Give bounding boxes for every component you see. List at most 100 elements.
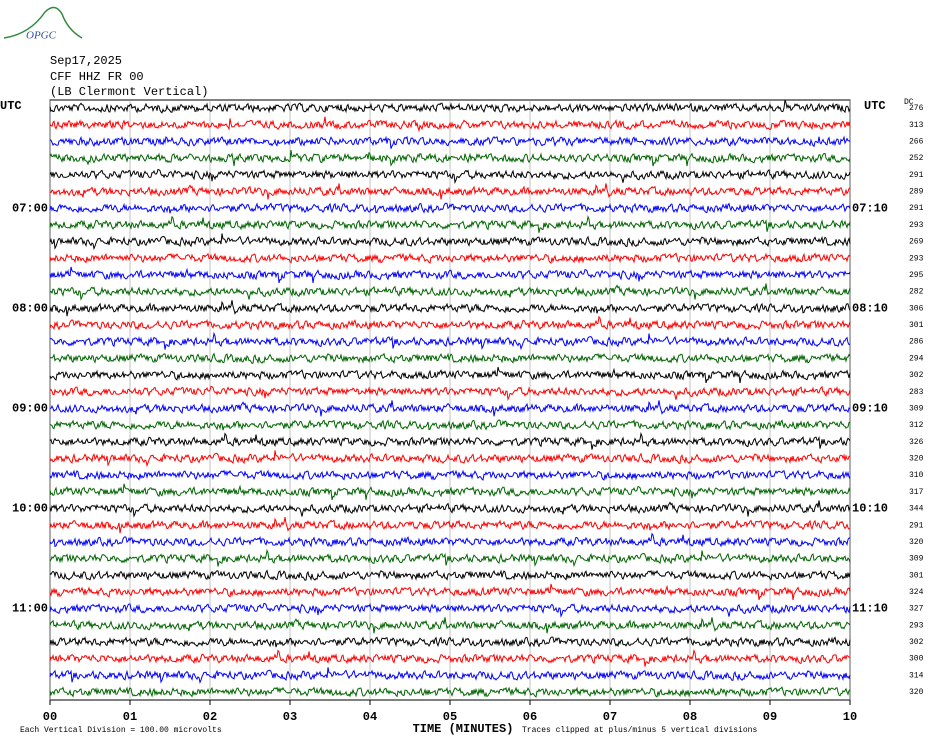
hour-label-left: 09:00 — [12, 402, 48, 416]
hour-label-left: 07:00 — [12, 201, 48, 215]
trace — [49, 569, 851, 581]
trace — [49, 583, 851, 601]
dc-value: 306 — [909, 304, 924, 313]
trace — [49, 315, 851, 331]
trace — [49, 419, 851, 431]
dc-value: 314 — [909, 671, 924, 680]
trace — [49, 636, 851, 648]
dc-value: 317 — [909, 488, 924, 497]
trace — [49, 99, 851, 114]
location: (LB Clermont Vertical) — [50, 85, 208, 99]
dc-value: 309 — [909, 555, 924, 564]
hour-label-left: 08:00 — [12, 301, 48, 315]
dc-value: 293 — [909, 254, 924, 263]
trace — [49, 183, 851, 200]
trace — [49, 266, 851, 284]
dc-value: 301 — [909, 571, 924, 580]
dc-value: 324 — [909, 588, 924, 597]
trace — [49, 686, 851, 698]
hour-label-right: 11:10 — [852, 602, 888, 616]
trace — [49, 168, 851, 185]
trace — [49, 548, 851, 568]
x-tick-label: 10 — [843, 710, 857, 724]
left-axis-title: UTC — [0, 99, 22, 113]
x-tick-label: 07 — [603, 710, 617, 724]
trace — [49, 352, 851, 365]
dc-value: 301 — [909, 321, 924, 330]
trace — [49, 366, 851, 384]
x-tick-label: 00 — [43, 710, 57, 724]
dc-value: 283 — [909, 388, 924, 397]
trace — [49, 602, 851, 618]
x-tick-label: 09 — [763, 710, 777, 724]
dc-value: 302 — [909, 371, 924, 380]
x-tick-label: 06 — [523, 710, 537, 724]
dc-value: 269 — [909, 238, 924, 247]
dc-value: 291 — [909, 171, 924, 180]
trace — [49, 483, 851, 500]
trace — [49, 617, 851, 634]
x-tick-label: 05 — [443, 710, 457, 724]
x-tick-label: 02 — [203, 710, 217, 724]
x-tick-label: 03 — [283, 710, 297, 724]
hour-label-right: 07:10 — [852, 201, 888, 215]
logo-swoosh — [3, 6, 83, 39]
dc-value: 320 — [909, 455, 924, 464]
date: Sep17,2025 — [50, 54, 122, 68]
clip-note: Traces clipped at plus/minus 5 vertical … — [522, 726, 757, 735]
x-tick-label: 04 — [363, 710, 377, 724]
dc-value: 326 — [909, 438, 924, 447]
trace — [49, 331, 851, 351]
trace — [49, 150, 851, 167]
trace — [49, 283, 851, 301]
dc-value: 282 — [909, 288, 924, 297]
trace — [49, 215, 851, 233]
trace — [49, 667, 851, 684]
trace — [49, 431, 851, 450]
trace — [49, 469, 851, 481]
dc-value: 286 — [909, 338, 924, 347]
trace — [49, 450, 851, 468]
hour-label-right: 09:10 — [852, 402, 888, 416]
x-axis-label: TIME (MINUTES) — [413, 722, 514, 736]
dc-value: 300 — [909, 655, 924, 664]
trace — [49, 135, 851, 149]
dc-value: 312 — [909, 421, 924, 430]
dc-value: 313 — [909, 121, 924, 130]
hour-label-left: 10:00 — [12, 502, 48, 516]
dc-value: 252 — [909, 154, 924, 163]
logo: OPGC — [26, 30, 57, 42]
trace — [49, 233, 851, 251]
dc-value: 293 — [909, 621, 924, 630]
dc-value: 310 — [909, 471, 924, 480]
dc-value: 291 — [909, 204, 924, 213]
trace — [49, 116, 851, 133]
dc-value: 266 — [909, 137, 924, 146]
dc-value: 327 — [909, 605, 924, 614]
station: CFF HHZ FR 00 — [50, 70, 144, 84]
right-axis-title: UTC — [864, 99, 886, 113]
dc-title: DC — [904, 98, 914, 107]
trace — [49, 385, 851, 402]
dc-value: 294 — [909, 354, 924, 363]
trace — [49, 300, 851, 317]
dc-value: 320 — [909, 538, 924, 547]
trace — [49, 500, 851, 518]
x-tick-label: 01 — [123, 710, 137, 724]
dc-value: 302 — [909, 638, 924, 647]
hour-label-right: 08:10 — [852, 301, 888, 315]
dc-value: 289 — [909, 188, 924, 197]
trace — [49, 517, 851, 534]
trace — [49, 202, 851, 214]
dc-value: 309 — [909, 404, 924, 413]
trace — [49, 532, 850, 548]
trace — [49, 648, 851, 667]
trace — [49, 252, 851, 265]
dc-value: 293 — [909, 221, 924, 230]
dc-value: 276 — [909, 104, 924, 113]
scale-note: Each Vertical Division = 100.00 microvol… — [20, 726, 222, 735]
dc-value: 320 — [909, 688, 924, 697]
dc-value: 291 — [909, 521, 924, 530]
dc-value: 344 — [909, 505, 924, 514]
